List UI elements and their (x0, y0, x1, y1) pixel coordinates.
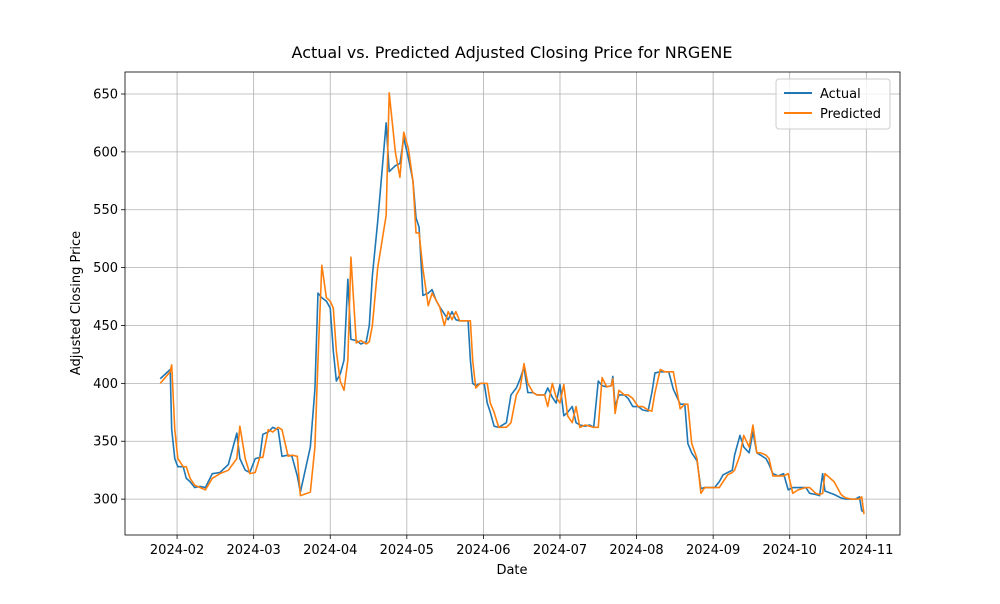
legend-box (775, 78, 891, 130)
y-tick-label: 350 (93, 435, 118, 450)
x-tick-label: 2024-09 (686, 543, 740, 558)
x-tick-label: 2024-08 (609, 543, 663, 558)
legend-label: Predicted (820, 107, 881, 122)
x-tick-label: 2024-10 (763, 543, 817, 558)
y-axis-label: Adjusted Closing Price (69, 231, 84, 375)
y-tick-label: 500 (93, 261, 118, 276)
x-tick-label: 2024-05 (380, 543, 434, 558)
x-tick-label: 2024-11 (839, 543, 893, 558)
y-tick-label: 600 (93, 145, 118, 160)
x-tick-label: 2024-03 (226, 543, 280, 558)
y-tick-label: 550 (93, 203, 118, 218)
data-line (159, 122, 865, 513)
y-tick-label: 400 (93, 377, 118, 392)
x-tick-label: 2024-02 (150, 543, 204, 558)
chart-title: Actual vs. Predicted Adjusted Closing Pr… (292, 43, 733, 62)
y-tick-label: 300 (93, 493, 118, 508)
data-line (159, 92, 865, 515)
x-tick-label: 2024-06 (456, 543, 510, 558)
y-tick-label: 450 (93, 319, 118, 334)
y-tick-label: 650 (93, 87, 118, 102)
plot-frame (124, 71, 901, 536)
legend-label: Actual (820, 87, 861, 102)
x-axis-label: Date (496, 563, 527, 578)
x-tick-label: 2024-04 (303, 543, 357, 558)
x-tick-label: 2024-07 (533, 543, 587, 558)
